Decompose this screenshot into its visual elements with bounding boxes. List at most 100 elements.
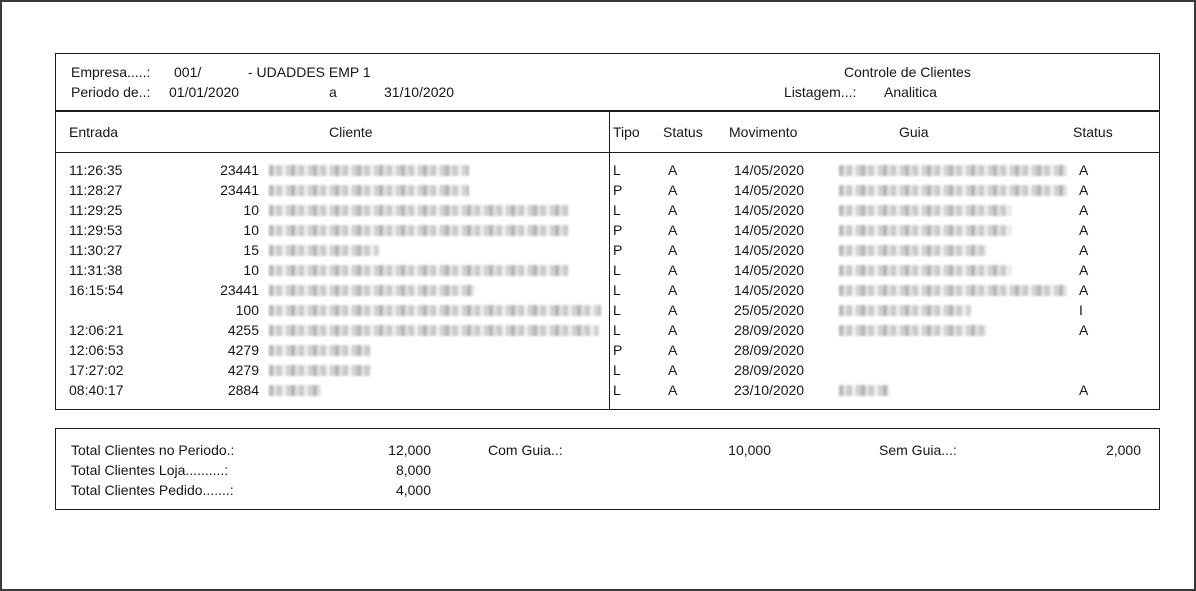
movimento-date: 14/05/2020 (734, 242, 805, 258)
column-divider (609, 112, 610, 409)
guia-redacted (839, 205, 1011, 216)
cliente-cell (269, 340, 371, 360)
cliente-nome-redacted (269, 245, 379, 256)
listagem-label: Listagem...: (784, 84, 857, 100)
total-pedido-label: Total Clientes Pedido.......: (71, 482, 234, 498)
col-header-tipo: Tipo (613, 124, 640, 140)
cliente-cell (269, 320, 599, 340)
guia-redacted (839, 225, 1011, 236)
sem-guia-value: 2,000 (1105, 442, 1141, 458)
tipo-value: L (613, 362, 621, 378)
status-value: A (668, 262, 678, 278)
cliente-nome-redacted (269, 285, 474, 296)
guia-status-value: A (1079, 282, 1089, 298)
col-header-movimento: Movimento (729, 124, 798, 140)
report-totals-box: Total Clientes no Periodo.: 12,000 Com G… (55, 428, 1160, 510)
movimento-date: 28/09/2020 (734, 362, 805, 378)
table-row: 08:40:17 2884 L A 23/10/2020 A (56, 380, 1159, 400)
cliente-codigo: 100 (235, 302, 259, 318)
cliente-codigo: 23441 (220, 282, 259, 298)
guia-redacted (839, 285, 1067, 296)
movimento-date: 14/05/2020 (734, 182, 805, 198)
guia-cell (839, 380, 889, 400)
entrada-time: 17:27:02 (69, 362, 124, 378)
guia-cell (839, 180, 1067, 200)
cliente-nome-redacted (269, 325, 599, 336)
guia-redacted (839, 385, 889, 396)
table-row: 11:29:53 10 P A 14/05/2020 A (56, 220, 1159, 240)
guia-status-value: A (1079, 222, 1089, 238)
sem-guia-label: Sem Guia...: (879, 442, 957, 458)
totals-line-2: Total Clientes Loja..........: 8,000 (56, 460, 1159, 480)
table-row: 17:27:02 4279 L A 28/09/2020 (56, 360, 1159, 380)
cliente-cell (269, 300, 601, 320)
status-value: A (668, 162, 678, 178)
movimento-date: 28/09/2020 (734, 322, 805, 338)
cliente-cell (269, 360, 371, 380)
cliente-cell (269, 280, 474, 300)
col-header-guia: Guia (899, 124, 929, 140)
entrada-time: 08:40:17 (69, 382, 124, 398)
guia-status-value: A (1079, 182, 1089, 198)
total-loja-value: 8,000 (395, 462, 431, 478)
header-line-1: Empresa.....: 001/ - UDADDES EMP 1 Contr… (56, 62, 1159, 82)
totals-line-3: Total Clientes Pedido.......: 4,000 (56, 480, 1159, 500)
guia-cell (839, 300, 971, 320)
guia-status-value: A (1079, 162, 1089, 178)
guia-status-value: A (1079, 262, 1089, 278)
cliente-nome-redacted (269, 385, 321, 396)
total-periodo-label: Total Clientes no Periodo.: (71, 442, 235, 458)
movimento-date: 23/10/2020 (734, 382, 805, 398)
entrada-time: 11:30:27 (69, 242, 123, 258)
guia-redacted (839, 165, 1067, 176)
listagem-value: Analitica (884, 84, 937, 100)
periodo-label: Periodo de..: (71, 84, 151, 100)
tipo-value: P (613, 242, 623, 258)
total-loja-label: Total Clientes Loja..........: (71, 462, 229, 478)
table-row: 11:31:38 10 L A 14/05/2020 A (56, 260, 1159, 280)
periodo-from: 01/01/2020 (169, 84, 240, 100)
cliente-nome-redacted (269, 345, 371, 356)
col-header-status2: Status (1073, 124, 1113, 140)
com-guia-value: 10,000 (728, 442, 771, 458)
cliente-codigo: 10 (243, 262, 259, 278)
cliente-codigo: 4279 (227, 342, 259, 358)
table-row: 11:28:27 23441 P A 14/05/2020 A (56, 180, 1159, 200)
col-header-cliente: Cliente (329, 124, 373, 140)
cliente-cell (269, 260, 569, 280)
guia-status-value: A (1079, 322, 1089, 338)
tipo-value: L (613, 382, 621, 398)
cliente-nome-redacted (269, 225, 569, 236)
cliente-codigo: 10 (243, 222, 259, 238)
guia-status-value: A (1079, 242, 1089, 258)
guia-redacted (839, 185, 1067, 196)
tipo-value: L (613, 162, 621, 178)
tipo-value: P (613, 222, 623, 238)
table-column-headers: Entrada Cliente Tipo Status Movimento Gu… (56, 112, 1159, 153)
guia-status-value: A (1079, 382, 1089, 398)
movimento-date: 14/05/2020 (734, 222, 805, 238)
guia-cell (839, 160, 1067, 180)
status-value: A (668, 382, 678, 398)
cliente-cell (269, 240, 379, 260)
entrada-time: 11:28:27 (69, 182, 123, 198)
table-row: 12:06:21 4255 L A 28/09/2020 A (56, 320, 1159, 340)
com-guia-label: Com Guia..: (488, 442, 563, 458)
movimento-date: 14/05/2020 (734, 282, 805, 298)
total-pedido-value: 4,000 (395, 482, 431, 498)
cliente-codigo: 23441 (220, 162, 259, 178)
status-value: A (668, 202, 678, 218)
cliente-nome-redacted (269, 185, 469, 196)
entrada-time: 12:06:53 (69, 342, 124, 358)
movimento-date: 14/05/2020 (734, 162, 805, 178)
report-title: Controle de Clientes (844, 64, 971, 80)
cliente-nome-redacted (269, 265, 569, 276)
guia-redacted (839, 305, 971, 316)
table-body: 11:26:35 23441 L A 14/05/2020 A 11:28:27… (56, 160, 1159, 400)
tipo-value: P (613, 342, 623, 358)
entrada-time: 12:06:21 (69, 322, 124, 338)
cliente-codigo: 10 (243, 202, 259, 218)
table-row: 16:15:54 23441 L A 14/05/2020 A (56, 280, 1159, 300)
empresa-label: Empresa.....: (71, 64, 151, 80)
